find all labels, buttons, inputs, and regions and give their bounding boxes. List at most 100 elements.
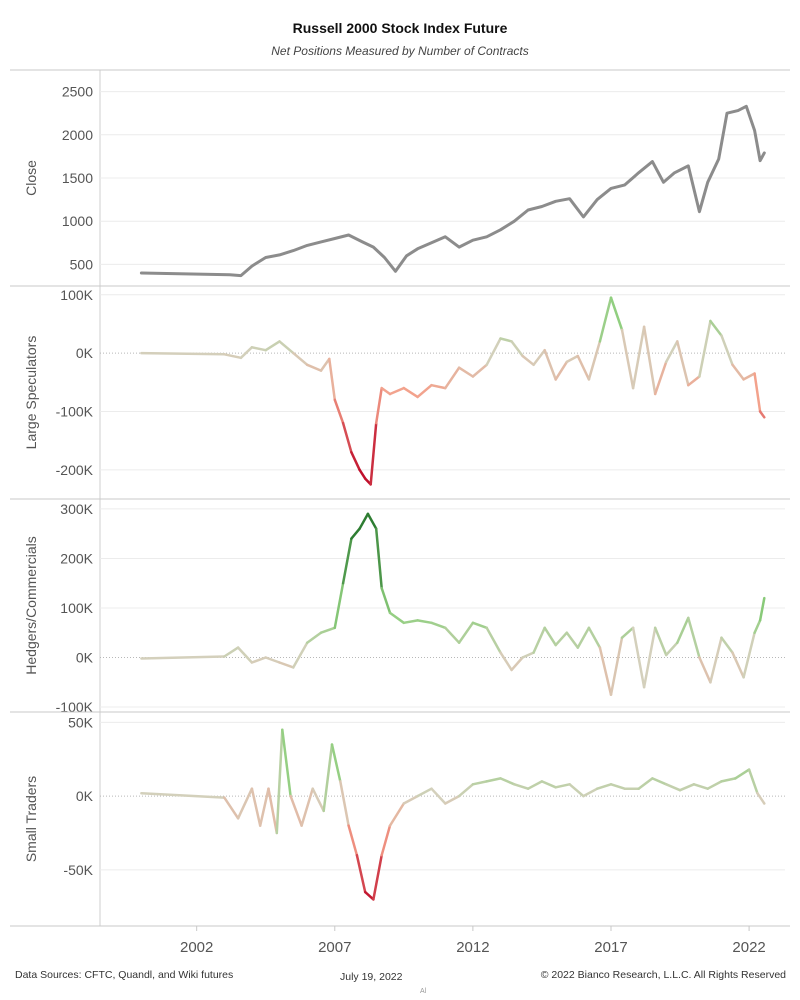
series-segment-small (734, 768, 751, 780)
series-segment-small (355, 853, 367, 894)
y-tick-label: 2000 (62, 127, 93, 143)
footer-date: July 19, 2022 (340, 971, 403, 983)
series-segment-large (457, 366, 475, 378)
series-segment-hedgers (358, 512, 370, 530)
series-segment-small (554, 783, 571, 789)
series-segment-large (140, 351, 226, 356)
series-segment-large (333, 398, 345, 425)
series-segment-hedgers (664, 641, 679, 657)
series-segment-large (598, 296, 613, 343)
series-segment-large (709, 319, 723, 337)
series-segment-large (532, 348, 546, 367)
series-segment-large (576, 354, 591, 381)
y-axis-title: Hedgers/Commercials (23, 536, 39, 674)
series-segment-small (720, 777, 737, 783)
series-segment-large (239, 346, 254, 360)
series-segment-small (281, 728, 292, 798)
series-segment-hedgers (388, 611, 406, 625)
series-segment-small (568, 783, 585, 798)
y-tick-label: 0K (76, 788, 94, 804)
series-segment-small (526, 780, 544, 790)
series-segment-hedgers (380, 586, 392, 615)
series-segment-large (742, 372, 756, 381)
series-segment-hedgers (576, 626, 591, 649)
series-segment-large (358, 468, 367, 480)
series-segment-large (374, 386, 383, 425)
series-segment-small (236, 787, 254, 820)
series-segment-hedgers (374, 527, 383, 590)
series-segment-hedgers (642, 626, 657, 689)
series-segment-hedgers (341, 537, 353, 585)
series-segment-large (758, 410, 766, 419)
series-segment-small (330, 743, 342, 783)
footer-sources: Data Sources: CFTC, Quandl, and Wiki fut… (15, 969, 234, 981)
series-segment-small (513, 783, 530, 790)
y-tick-label: 100K (60, 287, 93, 303)
series-segment-large (642, 325, 657, 396)
series-segment-large (631, 325, 646, 390)
y-tick-label: 200K (60, 550, 93, 566)
series-segment-hedgers (598, 646, 613, 696)
series-segment-hedgers (350, 527, 361, 540)
series-segment-small (416, 787, 433, 798)
series-line-close (139, 104, 766, 278)
series-segment-small (457, 783, 475, 798)
series-segment-large (720, 334, 734, 367)
series-segment-large (620, 328, 635, 390)
series-segment-hedgers (521, 651, 535, 659)
series-segment-small (250, 787, 262, 827)
series-segment-small (485, 777, 502, 783)
series-segment-large (223, 353, 243, 360)
series-segment-large (554, 360, 569, 381)
series-segment-small (540, 780, 557, 789)
series-segment-hedgers (333, 581, 345, 630)
y-tick-label: 0K (76, 650, 94, 666)
series-segment-large (380, 386, 392, 396)
series-segment-large (664, 340, 679, 364)
series-segment-small (678, 783, 696, 792)
series-segment-large (278, 340, 295, 355)
series-segment-hedgers (140, 655, 226, 660)
y-tick-label: 1000 (62, 213, 93, 229)
y-tick-label: -50K (63, 862, 93, 878)
series-segment-hedgers (720, 636, 734, 654)
y-axis-title: Large Speculators (23, 336, 39, 450)
series-segment-large (388, 386, 406, 396)
series-segment-small (706, 780, 723, 790)
series-segment-small (609, 783, 627, 790)
chart-subtitle: Net Positions Measured by Number of Cont… (271, 44, 529, 58)
series-segment-large (369, 421, 378, 486)
x-tick-label: 2017 (594, 939, 627, 956)
y-tick-label: -100K (56, 699, 94, 715)
series-segment-hedgers (264, 656, 281, 664)
series-segment-hedgers (416, 619, 433, 625)
series-segment-large (430, 383, 447, 390)
y-axis-title: Close (23, 160, 39, 196)
series-segment-large (292, 351, 309, 367)
series-segment-small (664, 783, 682, 792)
series-segment-small (595, 783, 613, 790)
series-segment-large (753, 372, 762, 413)
series-segment-large (350, 451, 361, 472)
series-segment-large (543, 348, 557, 381)
series-segment-small (430, 787, 447, 805)
series-segment-large (471, 363, 488, 378)
series-segment-large (264, 340, 281, 352)
x-tick-label: 2012 (456, 939, 489, 956)
series-segment-hedgers (510, 656, 524, 672)
series-segment-small (363, 890, 375, 901)
y-tick-label: 1500 (62, 170, 93, 186)
series-segment-hedgers (471, 621, 488, 630)
series-segment-hedgers (709, 636, 723, 684)
series-segment-small (339, 780, 350, 827)
series-segment-large (587, 340, 602, 381)
series-segment-large (565, 354, 580, 364)
series-segment-small (692, 783, 709, 790)
x-tick-label: 2022 (732, 939, 765, 956)
series-segment-small (372, 853, 383, 901)
series-segment-hedgers (366, 512, 378, 530)
series-segment-large (731, 363, 745, 381)
series-segment-hedgers (758, 596, 766, 622)
series-segment-large (444, 366, 461, 390)
